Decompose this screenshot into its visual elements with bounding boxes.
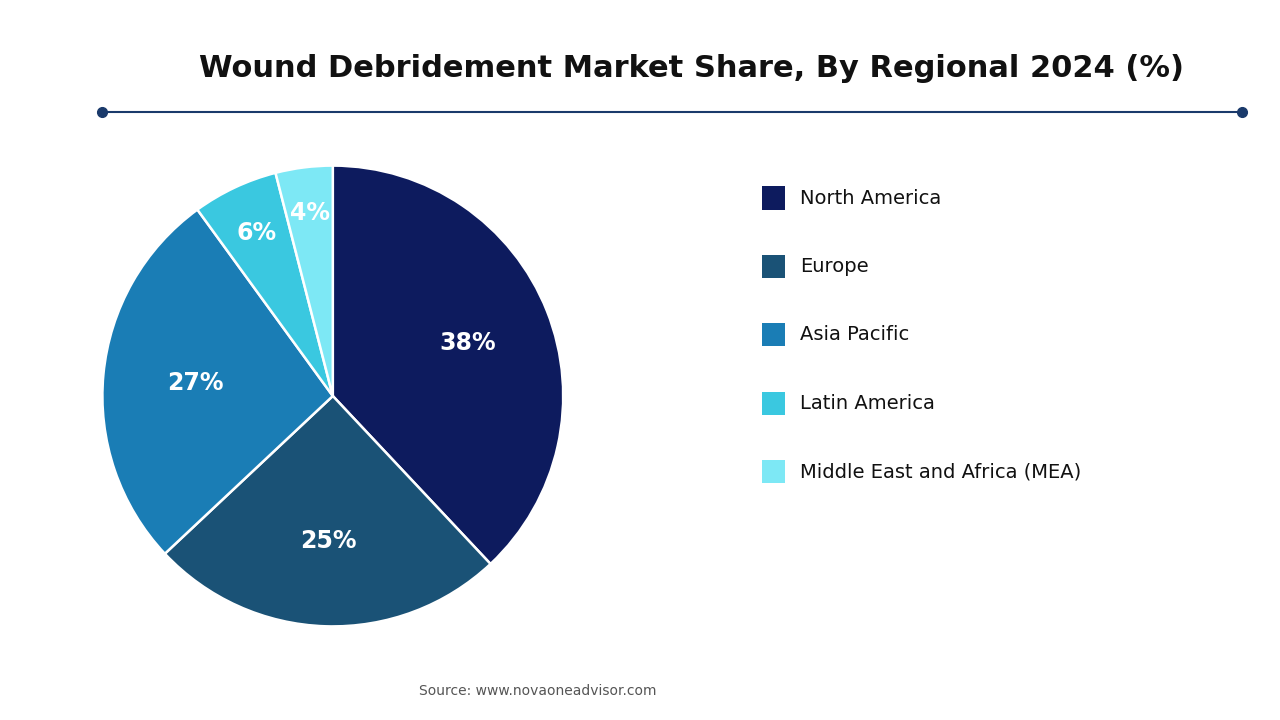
Wedge shape: [102, 210, 333, 554]
Text: Europe: Europe: [800, 257, 869, 276]
Wedge shape: [275, 166, 333, 396]
Text: 38%: 38%: [439, 330, 497, 354]
Text: NOVA: NOVA: [32, 53, 81, 68]
Text: 25%: 25%: [300, 529, 357, 553]
Wedge shape: [197, 173, 333, 396]
Text: North America: North America: [800, 189, 941, 207]
Text: 27%: 27%: [166, 371, 224, 395]
Text: 6%: 6%: [237, 221, 276, 246]
Text: ADVISOR: ADVISOR: [109, 53, 187, 68]
Wedge shape: [165, 396, 490, 626]
Text: Latin America: Latin America: [800, 394, 934, 413]
Text: Wound Debridement Market Share, By Regional 2024 (%): Wound Debridement Market Share, By Regio…: [198, 54, 1184, 83]
Text: Asia Pacific: Asia Pacific: [800, 325, 909, 344]
Text: 4%: 4%: [289, 201, 330, 225]
Text: 1: 1: [95, 53, 105, 68]
Text: Middle East and Africa (MEA): Middle East and Africa (MEA): [800, 462, 1082, 481]
Wedge shape: [333, 166, 563, 564]
Text: Source: www.novaoneadvisor.com: Source: www.novaoneadvisor.com: [419, 684, 657, 698]
